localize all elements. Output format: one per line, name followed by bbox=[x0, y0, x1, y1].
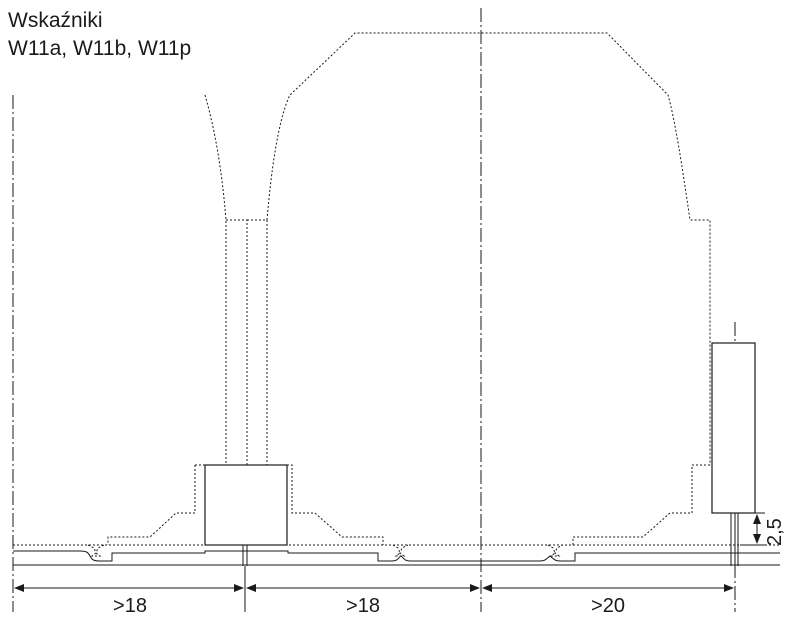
signal-center-box bbox=[204, 464, 288, 546]
gauge-left-inner bbox=[226, 219, 248, 465]
diagram-title-line-2: W11a, W11b, W11p bbox=[8, 37, 192, 60]
spacing-left-label: >18 bbox=[113, 595, 147, 617]
gauge-lower-left bbox=[107, 465, 196, 545]
signal-posts bbox=[242, 513, 739, 566]
track-axes bbox=[12, 8, 736, 612]
height-dimension bbox=[740, 512, 765, 546]
clearance-gauge bbox=[13, 32, 780, 557]
rail-head-3 bbox=[547, 544, 564, 557]
track-bed-right bbox=[400, 552, 780, 562]
diagram-title-line-1: Wskaźniki bbox=[8, 9, 103, 32]
gauge-left-fragment bbox=[204, 94, 227, 465]
spacing-right-label: >20 bbox=[591, 595, 625, 617]
gauge-lower-right bbox=[572, 464, 710, 545]
rail-head-1 bbox=[87, 544, 105, 557]
signal-right-box bbox=[711, 342, 756, 514]
gauge-left-inner2 bbox=[247, 219, 268, 465]
spacing-middle-label: >18 bbox=[346, 595, 380, 617]
track-bed bbox=[13, 550, 780, 566]
gauge-lower-left-top bbox=[195, 464, 384, 545]
height-dimension-label: 2,5 bbox=[764, 518, 786, 546]
signals bbox=[204, 342, 756, 546]
track-bed-left bbox=[13, 550, 402, 562]
spacing-dimensions bbox=[14, 566, 734, 612]
rail-head-2 bbox=[392, 544, 409, 557]
gauge-main-outline bbox=[266, 32, 711, 465]
